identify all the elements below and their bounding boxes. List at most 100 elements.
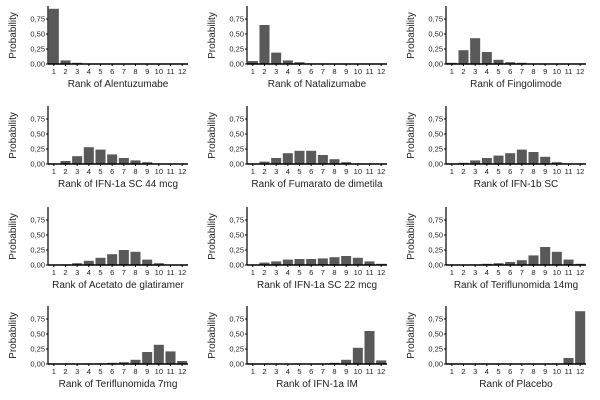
x-tick-label: 11 [565,67,573,76]
bar-rank-4 [83,260,94,265]
x-tick-label: 8 [531,167,535,176]
bar-rank-5 [95,257,106,265]
x-tick-label: 3 [75,268,79,277]
y-axis-title: Probability [406,213,417,260]
bar-rank-9 [341,256,352,265]
x-tick-label: 2 [262,67,266,76]
bar-rank-9 [540,247,551,265]
bar-rank-9 [142,162,153,164]
x-tick-label: 11 [565,167,573,176]
y-axis-title: Probability [8,112,19,159]
x-tick-label: 5 [496,167,500,176]
bar-rank-4 [282,60,293,64]
bar-rank-8 [528,255,539,265]
x-tick-label: 10 [553,167,561,176]
x-tick-label: 9 [543,367,547,376]
y-tick-label: 0,25 [30,145,45,154]
x-tick-label: 1 [251,67,255,76]
x-axis-title: Rank of Acetato de glatiramer [52,280,184,291]
bar-rank-12 [376,360,387,364]
bar-rank-7 [317,258,328,265]
y-tick-label: 0,75 [30,115,45,124]
x-tick-label: 4 [485,167,489,176]
bar-rank-6 [505,262,516,265]
x-tick-label: 8 [332,367,336,376]
bar-rank-7 [118,362,129,364]
x-tick-label: 6 [309,367,313,376]
x-tick-label: 9 [145,67,149,76]
x-tick-label: 5 [297,367,301,376]
x-tick-label: 7 [321,167,325,176]
x-tick-label: 10 [354,367,362,376]
bar-rank-10 [551,162,562,164]
x-axis-title: Rank of Natalizumabe [268,79,367,90]
bar-rank-3 [72,156,83,164]
y-tick-label: 0,25 [229,145,244,154]
x-tick-label: 6 [309,268,313,277]
y-tick-label: 0,25 [428,345,443,354]
x-tick-label: 3 [75,67,79,76]
x-axis-title: Rank of Teriflunomida 14mg [454,280,578,291]
bar-rank-8 [130,160,141,164]
x-tick-label: 5 [496,367,500,376]
x-tick-label: 12 [178,167,186,176]
x-tick-label: 5 [98,268,102,277]
y-tick-label: 0,50 [229,130,244,139]
y-tick-label: 0,25 [428,45,443,54]
y-tick-label: 0,50 [428,130,443,139]
y-tick-label: 0,75 [229,115,244,124]
x-tick-label: 10 [354,167,362,176]
bar-rank-4 [282,153,293,164]
x-axis-title: Rank of IFN-1a SC 44 mcg [58,179,178,190]
y-axis-title: Probability [8,12,19,59]
x-tick-label: 6 [309,167,313,176]
x-tick-label: 10 [553,67,561,76]
y-tick-label: 0,50 [428,30,443,39]
x-tick-label: 11 [565,268,573,277]
y-tick-label: 0,25 [30,345,45,354]
bar-rank-2 [60,161,71,164]
x-tick-label: 7 [122,268,126,277]
bar-rank-12 [575,311,586,364]
y-tick-label: 0,50 [229,231,244,240]
x-tick-label: 4 [87,268,91,277]
x-tick-label: 1 [52,268,56,277]
bar-rank-5 [493,155,504,164]
bar-rank-11 [165,351,176,364]
x-tick-label: 8 [531,67,535,76]
x-tick-label: 3 [473,167,477,176]
y-tick-label: 0,00 [229,360,244,369]
x-tick-label: 6 [508,367,512,376]
bar-rank-1 [247,61,258,64]
bar-rank-9 [142,352,153,364]
x-tick-label: 7 [520,367,524,376]
x-tick-label: 1 [251,367,255,376]
x-tick-label: 12 [576,167,584,176]
x-tick-label: 6 [110,367,114,376]
bar-rank-4 [481,158,492,164]
y-tick-label: 0,50 [229,30,244,39]
x-tick-label: 11 [167,67,175,76]
bar-rank-3 [470,160,481,164]
y-axis-title: Probability [207,312,218,359]
x-tick-label: 4 [286,167,290,176]
x-tick-label: 4 [87,67,91,76]
x-tick-label: 10 [354,67,362,76]
x-tick-label: 11 [366,167,374,176]
bar-rank-10 [551,251,562,265]
x-tick-label: 7 [520,167,524,176]
bar-rank-2 [458,50,469,64]
y-tick-label: 0,25 [428,246,443,255]
x-tick-label: 10 [155,268,163,277]
x-tick-label: 12 [178,67,186,76]
x-axis-title: Rank of IFN-1b SC [474,179,558,190]
bar-rank-5 [493,59,504,64]
x-tick-label: 4 [485,67,489,76]
x-tick-label: 11 [366,67,374,76]
